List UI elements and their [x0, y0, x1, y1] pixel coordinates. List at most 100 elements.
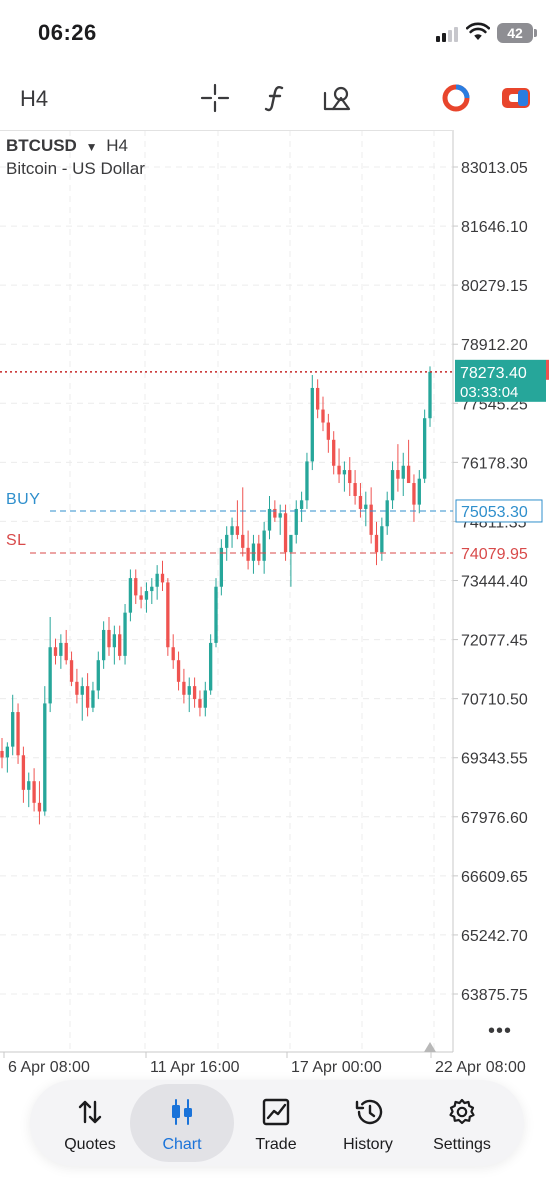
candle-bull[interactable] — [123, 612, 127, 656]
candle-bull[interactable] — [112, 634, 117, 648]
candle-bull[interactable] — [48, 647, 52, 704]
candle-bull[interactable] — [219, 547, 224, 587]
candle-bull[interactable] — [417, 478, 421, 505]
nav-history[interactable]: History — [316, 1084, 420, 1162]
candle-bear[interactable] — [283, 513, 288, 553]
candle-bear[interactable] — [118, 634, 122, 656]
nav-trade[interactable]: Trade — [224, 1084, 328, 1162]
candle-bull[interactable] — [401, 465, 405, 479]
buy-order-label[interactable]: BUY — [6, 491, 41, 508]
candle-bear[interactable] — [412, 483, 416, 505]
more-options-icon[interactable]: ••• — [488, 1020, 513, 1042]
candle-bear[interactable] — [321, 409, 325, 423]
nav-quotes[interactable]: Quotes — [38, 1084, 142, 1162]
nav-settings[interactable]: Settings — [410, 1084, 514, 1162]
candle-bear[interactable] — [182, 681, 186, 695]
scroll-end-icon[interactable] — [424, 1042, 436, 1052]
candle-bear[interactable] — [353, 483, 357, 496]
candle-bear[interactable] — [53, 647, 58, 656]
chart-icon — [172, 1099, 192, 1125]
candle-bear[interactable] — [37, 802, 42, 812]
candle-bear[interactable] — [21, 755, 26, 790]
candle-bull[interactable] — [267, 508, 272, 531]
candle-bear[interactable] — [358, 495, 363, 509]
nav-chart[interactable]: Chart — [130, 1084, 234, 1162]
candle-bear[interactable] — [32, 781, 36, 803]
candle-bull[interactable] — [251, 543, 256, 561]
candle-bull[interactable] — [144, 591, 149, 600]
function-icon[interactable] — [260, 82, 292, 114]
candle-bull[interactable] — [208, 642, 213, 691]
candle-bull[interactable] — [305, 461, 309, 501]
candle-bear[interactable] — [326, 422, 331, 440]
candle-bull[interactable] — [128, 578, 133, 613]
candle-bear[interactable] — [396, 470, 400, 479]
candle-bear[interactable] — [176, 660, 181, 682]
candle-bull[interactable] — [91, 690, 95, 708]
candle-bull[interactable] — [11, 712, 15, 747]
price-chart[interactable]: 83013.05 81646.10 80279.15 78912.20 77545.25… — [0, 130, 554, 1080]
candle-bear[interactable] — [139, 595, 143, 600]
candle-bear[interactable] — [273, 508, 277, 518]
candle-bear[interactable] — [69, 660, 74, 682]
candle-bull[interactable] — [150, 586, 154, 592]
candle-bull[interactable] — [59, 642, 63, 656]
candle-bear[interactable] — [85, 686, 90, 708]
candle-bull[interactable] — [278, 513, 282, 518]
candle-bull[interactable] — [428, 371, 432, 419]
candle-bull[interactable] — [155, 573, 159, 587]
candle-bear[interactable] — [374, 534, 379, 553]
candle-bear[interactable] — [64, 642, 68, 661]
candle-bear[interactable] — [192, 686, 197, 700]
candle-bull[interactable] — [299, 500, 304, 509]
candle-bear[interactable] — [337, 465, 341, 475]
trade-logo-icon[interactable] — [440, 82, 472, 114]
candle-bull[interactable] — [289, 534, 293, 553]
candle-bull[interactable] — [385, 500, 389, 527]
candle-bear[interactable] — [246, 547, 250, 561]
symbol-header[interactable]: BTCUSD ▼ H4 — [6, 136, 128, 156]
candle-bear[interactable] — [75, 681, 79, 695]
candle-bull[interactable] — [225, 534, 229, 548]
candle-bull[interactable] — [342, 470, 347, 475]
candle-bull[interactable] — [43, 703, 47, 812]
candle-bull[interactable] — [310, 387, 314, 462]
candle-bear[interactable] — [166, 582, 170, 648]
candle-bear[interactable] — [235, 526, 240, 535]
candle-bull[interactable] — [390, 470, 395, 501]
candle-bull[interactable] — [294, 508, 298, 535]
candle-bear[interactable] — [171, 647, 175, 661]
candle-bear[interactable] — [315, 387, 320, 410]
candle-bear[interactable] — [107, 629, 111, 648]
candle-bull[interactable] — [380, 526, 384, 553]
candle-bear[interactable] — [348, 470, 352, 484]
candle-bear[interactable] — [198, 699, 202, 708]
candle-bear[interactable] — [406, 465, 411, 484]
timeframe-selector[interactable]: H4 — [20, 86, 49, 111]
candle-bear[interactable] — [241, 534, 245, 548]
candle-bull[interactable] — [80, 686, 84, 695]
objects-icon[interactable] — [321, 82, 353, 114]
candle-bull[interactable] — [214, 586, 218, 643]
candle-bear[interactable] — [332, 439, 336, 466]
candle-bull[interactable] — [187, 686, 191, 695]
candle-bear[interactable] — [257, 543, 261, 561]
candle-bull[interactable] — [203, 690, 207, 708]
candle-bull[interactable] — [422, 418, 427, 479]
stop-loss-label[interactable]: SL — [6, 532, 27, 549]
candle-bull[interactable] — [101, 629, 106, 661]
candlestick-chart-svg[interactable]: 83013.0581646.1080279.1578912.2077545.25… — [0, 130, 554, 1080]
crosshair-icon[interactable] — [199, 82, 231, 114]
candle-bull[interactable] — [364, 504, 368, 509]
candle-bull[interactable] — [5, 746, 10, 758]
candle-bear[interactable] — [0, 750, 4, 758]
candle-bull[interactable] — [230, 526, 234, 535]
candle-bear[interactable] — [369, 504, 373, 535]
candle-bear[interactable] — [134, 578, 138, 596]
candle-bull[interactable] — [262, 530, 266, 561]
candle-bull[interactable] — [96, 660, 100, 691]
candle-bear[interactable] — [16, 712, 20, 756]
switch-icon[interactable] — [500, 82, 532, 114]
candle-bull[interactable] — [27, 781, 31, 790]
candle-bear[interactable] — [160, 573, 165, 583]
